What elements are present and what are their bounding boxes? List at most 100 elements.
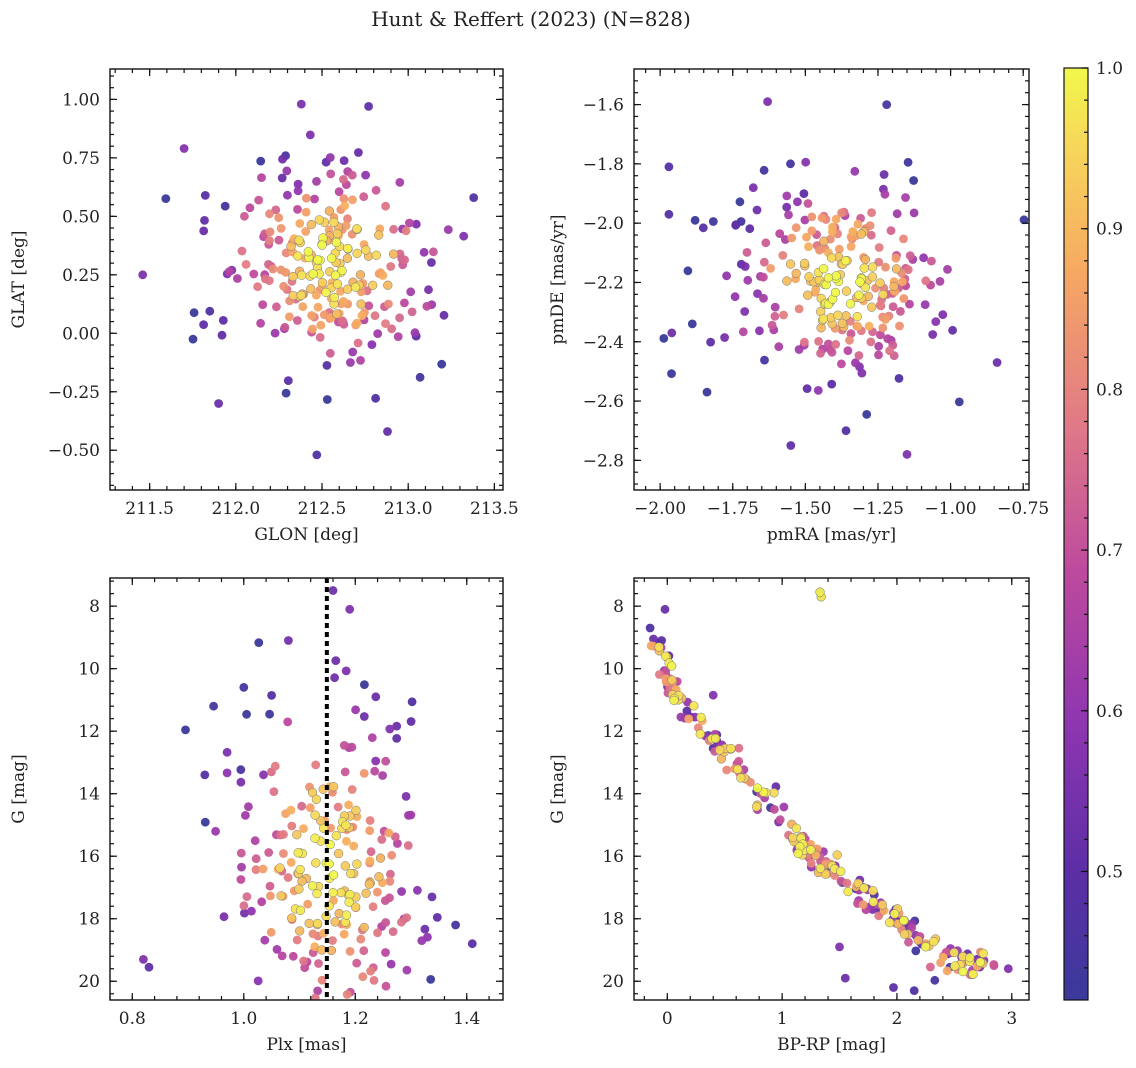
scatter-point	[875, 300, 885, 310]
scatter-point	[743, 275, 753, 285]
scatter-point	[422, 301, 432, 311]
scatter-point	[328, 887, 338, 898]
scatter-point	[785, 259, 796, 269]
scatter-point	[778, 251, 788, 260]
x-tick-label: 1.0	[230, 1009, 257, 1029]
scatter-point	[339, 156, 349, 166]
scatter-point	[256, 318, 265, 328]
scatter-point	[365, 856, 375, 866]
scatter-point	[200, 817, 210, 827]
scatter-point	[266, 927, 276, 937]
scatter-point	[299, 824, 308, 833]
scatter-point	[236, 875, 246, 884]
scatter-point	[803, 199, 813, 208]
scatter-point	[265, 236, 274, 246]
scatter-point	[339, 929, 349, 939]
scatter-point	[393, 839, 402, 848]
scatter-point	[341, 910, 352, 920]
scatter-point	[359, 192, 369, 202]
scatter-point	[885, 917, 895, 928]
scatter-point	[413, 885, 422, 895]
scatter-point	[710, 733, 721, 744]
scatter-point	[874, 243, 884, 252]
scatter-point	[862, 410, 872, 419]
scatter-point	[667, 328, 677, 338]
scatter-point	[286, 805, 296, 815]
scatter-point	[1003, 964, 1013, 974]
scatter-point	[386, 869, 395, 879]
scatter-point	[860, 254, 871, 265]
x-tick-label: −1.75	[707, 499, 759, 519]
y-tick-label: 8	[89, 597, 100, 617]
scatter-point	[381, 201, 390, 211]
panel-pmra-pmde: −2.00 −1.75 −1.50 −1.25 −1.00 −0.75 −2.8 −2.6 −2…	[548, 68, 1049, 545]
scatter-point	[882, 100, 892, 109]
scatter-point	[251, 865, 261, 875]
scatter-point	[841, 426, 851, 436]
scatter-point	[139, 955, 148, 964]
scatter-point	[708, 217, 718, 226]
scatter-point	[260, 935, 270, 945]
scatter-point	[346, 358, 355, 367]
y-tick-label: 20	[602, 972, 624, 992]
scatter-point	[348, 347, 358, 357]
scatter-point	[239, 901, 249, 911]
scatter-point	[775, 229, 785, 239]
scatter-point	[826, 253, 837, 263]
scatter-point	[264, 276, 274, 285]
scatter-point	[913, 935, 923, 945]
scatter-point	[236, 765, 246, 775]
scatter-point	[240, 211, 249, 221]
scatter-point	[268, 264, 278, 274]
scatter-point	[292, 830, 302, 840]
scatter-point	[371, 185, 381, 195]
scatter-point	[368, 280, 378, 290]
scatter-point	[811, 284, 821, 294]
scatter-point	[806, 859, 816, 868]
scatter-point	[827, 227, 837, 237]
scatter-point	[837, 208, 846, 218]
scatter-point	[427, 258, 436, 267]
scatter-point	[308, 269, 318, 279]
scatter-point	[283, 873, 293, 882]
scatter-point	[767, 320, 777, 330]
scatter-point	[459, 231, 469, 241]
scatter-point	[214, 399, 224, 408]
scatter-point	[251, 854, 261, 864]
scatter-point	[296, 290, 306, 300]
scatter-point	[846, 242, 856, 251]
scatter-point	[385, 877, 395, 886]
scatter-point	[831, 271, 841, 281]
scatter-point	[295, 926, 305, 936]
scatter-point	[845, 335, 854, 345]
scatter-point	[429, 247, 438, 257]
scatter-point	[279, 830, 288, 839]
scatter-point	[297, 876, 307, 886]
scatter-point	[759, 272, 768, 282]
x-tick-label: 213.5	[470, 499, 519, 519]
scatter-point	[770, 805, 779, 814]
scatter-point	[451, 920, 460, 930]
scatter-point	[888, 302, 898, 312]
scatter-point	[851, 358, 860, 368]
scatter-point	[364, 301, 374, 311]
scatter-point	[759, 257, 769, 267]
colorbar-gradient	[1063, 67, 1089, 1001]
colorbar-tick-label: 0.9	[1096, 220, 1123, 240]
scatter-point	[310, 993, 320, 1000]
scatter-point	[277, 951, 287, 961]
scatter-point	[370, 766, 380, 776]
scatter-point	[345, 604, 355, 614]
scatter-point	[237, 246, 247, 256]
scatter-point	[310, 194, 319, 204]
scatter-point	[766, 264, 775, 273]
scatter-point	[312, 450, 322, 460]
scatter-point	[371, 756, 381, 766]
scatter-point	[899, 234, 908, 244]
scatter-point	[313, 255, 323, 265]
scatter-point	[310, 833, 320, 843]
y-tick-label: 14	[602, 785, 624, 805]
scatter-point	[831, 214, 841, 224]
scatter-point	[779, 802, 789, 812]
